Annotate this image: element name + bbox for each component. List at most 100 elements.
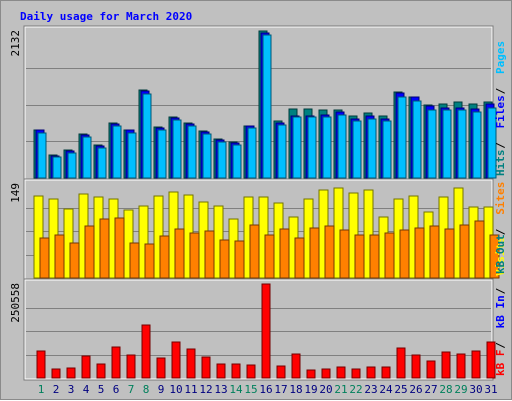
bar-sites-day-29 [459, 224, 470, 279]
day-label-17: 17 [274, 383, 287, 396]
day-label-25: 25 [394, 383, 407, 396]
day-label-26: 26 [409, 383, 422, 396]
day-label-8: 8 [143, 383, 150, 396]
bar-kbytes-day-16 [261, 283, 271, 379]
bar-sites-day-16 [264, 234, 275, 279]
bar-kbytes-day-12 [201, 356, 211, 379]
day-label-27: 27 [424, 383, 437, 396]
panel-hits-files-pages: 2132 Hits / Files / Pages [9, 25, 507, 181]
bar-pages-day-7 [127, 132, 137, 179]
bar-kbytes-day-25 [396, 347, 406, 379]
day-label-30: 30 [469, 383, 482, 396]
bar-sites-day-19 [309, 227, 320, 279]
day-label-29: 29 [454, 383, 467, 396]
legend-kb-in: kB In [494, 295, 507, 328]
day-label-6: 6 [113, 383, 120, 396]
day-label-24: 24 [379, 383, 393, 396]
bar-kbytes-day-13 [216, 363, 226, 379]
bar-kbytes-day-23 [366, 366, 376, 379]
bar-pages-day-27 [427, 109, 437, 179]
bar-visits-day-8 [138, 205, 149, 279]
panel-bevel [24, 279, 493, 380]
bar-kbytes-day-1 [36, 350, 46, 379]
bar-kbytes-day-20 [321, 368, 331, 379]
bar-kbytes-day-17 [276, 365, 286, 379]
bar-kbytes-day-26 [411, 354, 421, 379]
legend-kb-f: kB F [494, 350, 507, 377]
bar-pages-day-5 [97, 147, 107, 179]
bar-pages-day-4 [82, 136, 92, 179]
bar-pages-day-17 [277, 124, 287, 179]
bar-sites-day-26 [414, 227, 425, 279]
day-label-4: 4 [83, 383, 90, 396]
legend-separator: / [494, 87, 507, 94]
day-label-7: 7 [128, 383, 135, 396]
bar-sites-day-24 [384, 232, 395, 279]
day-label-19: 19 [304, 383, 317, 396]
bar-pages-day-29 [457, 109, 467, 179]
bar-pages-day-1 [37, 132, 47, 179]
bar-pages-day-18 [292, 116, 302, 179]
bar-sites-day-14 [234, 240, 245, 279]
bar-sites-day-3 [69, 242, 80, 279]
bar-sites-day-18 [294, 237, 305, 279]
bar-kbytes-day-28 [441, 351, 451, 379]
bar-kbytes-day-31 [486, 341, 496, 379]
bar-pages-day-14 [232, 144, 242, 179]
bar-sites-day-12 [204, 230, 215, 279]
day-label-3: 3 [68, 383, 75, 396]
legend-separator: / [494, 228, 507, 235]
bar-visits-day-1 [33, 195, 44, 279]
bar-kbytes-day-6 [111, 346, 121, 379]
bar-sites-day-31 [489, 234, 500, 279]
bar-kbytes-day-11 [186, 348, 196, 379]
day-label-22: 22 [349, 383, 362, 396]
chart-title: Daily usage for March 2020 [20, 10, 192, 23]
day-label-5: 5 [98, 383, 105, 396]
legend-hits-files-pages: Hits / Files / Pages [494, 41, 507, 176]
bar-pages-day-22 [352, 120, 362, 179]
bar-pages-day-21 [337, 114, 347, 179]
panel-frame [23, 278, 494, 381]
bar-pages-day-16 [262, 34, 272, 179]
day-label-16: 16 [259, 383, 272, 396]
day-axis-labels: 1 2 3 4 5 6 7 8 9 10 11 12 13 14 15 16 17 18 19 20 21 22 23 24 2… [38, 383, 498, 396]
day-label-18: 18 [289, 383, 302, 396]
day-label-31: 31 [484, 383, 497, 396]
bar-visits-day-23 [363, 189, 374, 279]
day-label-1: 1 [38, 383, 45, 396]
bar-pages-day-31 [487, 107, 497, 179]
day-label-28: 28 [439, 383, 452, 396]
legend-sites: Sites [494, 182, 507, 215]
day-label-13: 13 [214, 383, 227, 396]
legend-hits: Hits [494, 150, 507, 177]
bar-sites-day-20 [324, 225, 335, 279]
bar-sites-day-6 [114, 217, 125, 279]
day-label-23: 23 [364, 383, 377, 396]
bar-sites-day-7 [129, 242, 140, 279]
bar-kbytes-day-8 [141, 324, 151, 379]
bar-sites-day-10 [174, 228, 185, 279]
bar-pages-day-10 [172, 119, 182, 179]
bar-sites-day-11 [189, 232, 200, 279]
bar-sites-day-13 [219, 239, 230, 279]
legend-pages: Pages [494, 41, 507, 74]
bar-pages-day-2 [52, 156, 62, 179]
bar-pages-day-26 [412, 100, 422, 179]
bar-kbytes-day-22 [351, 368, 361, 379]
legend-kb-out: kB Out [494, 234, 507, 274]
legend-visits-sites: Visits / Sites [494, 182, 507, 276]
bar-sites-day-2 [54, 234, 65, 279]
bar-pages-day-13 [217, 141, 227, 179]
bar-sites-day-1 [39, 237, 50, 279]
bar-pages-day-25 [397, 96, 407, 179]
bar-sites-day-5 [99, 218, 110, 279]
day-label-10: 10 [169, 383, 182, 396]
bar-sites-day-30 [474, 220, 485, 279]
legend-files: Files [494, 95, 507, 128]
bar-sites-day-28 [444, 228, 455, 279]
bar-pages-day-6 [112, 125, 122, 179]
panel-visits-sites: 149 Visits / Sites [9, 178, 507, 281]
